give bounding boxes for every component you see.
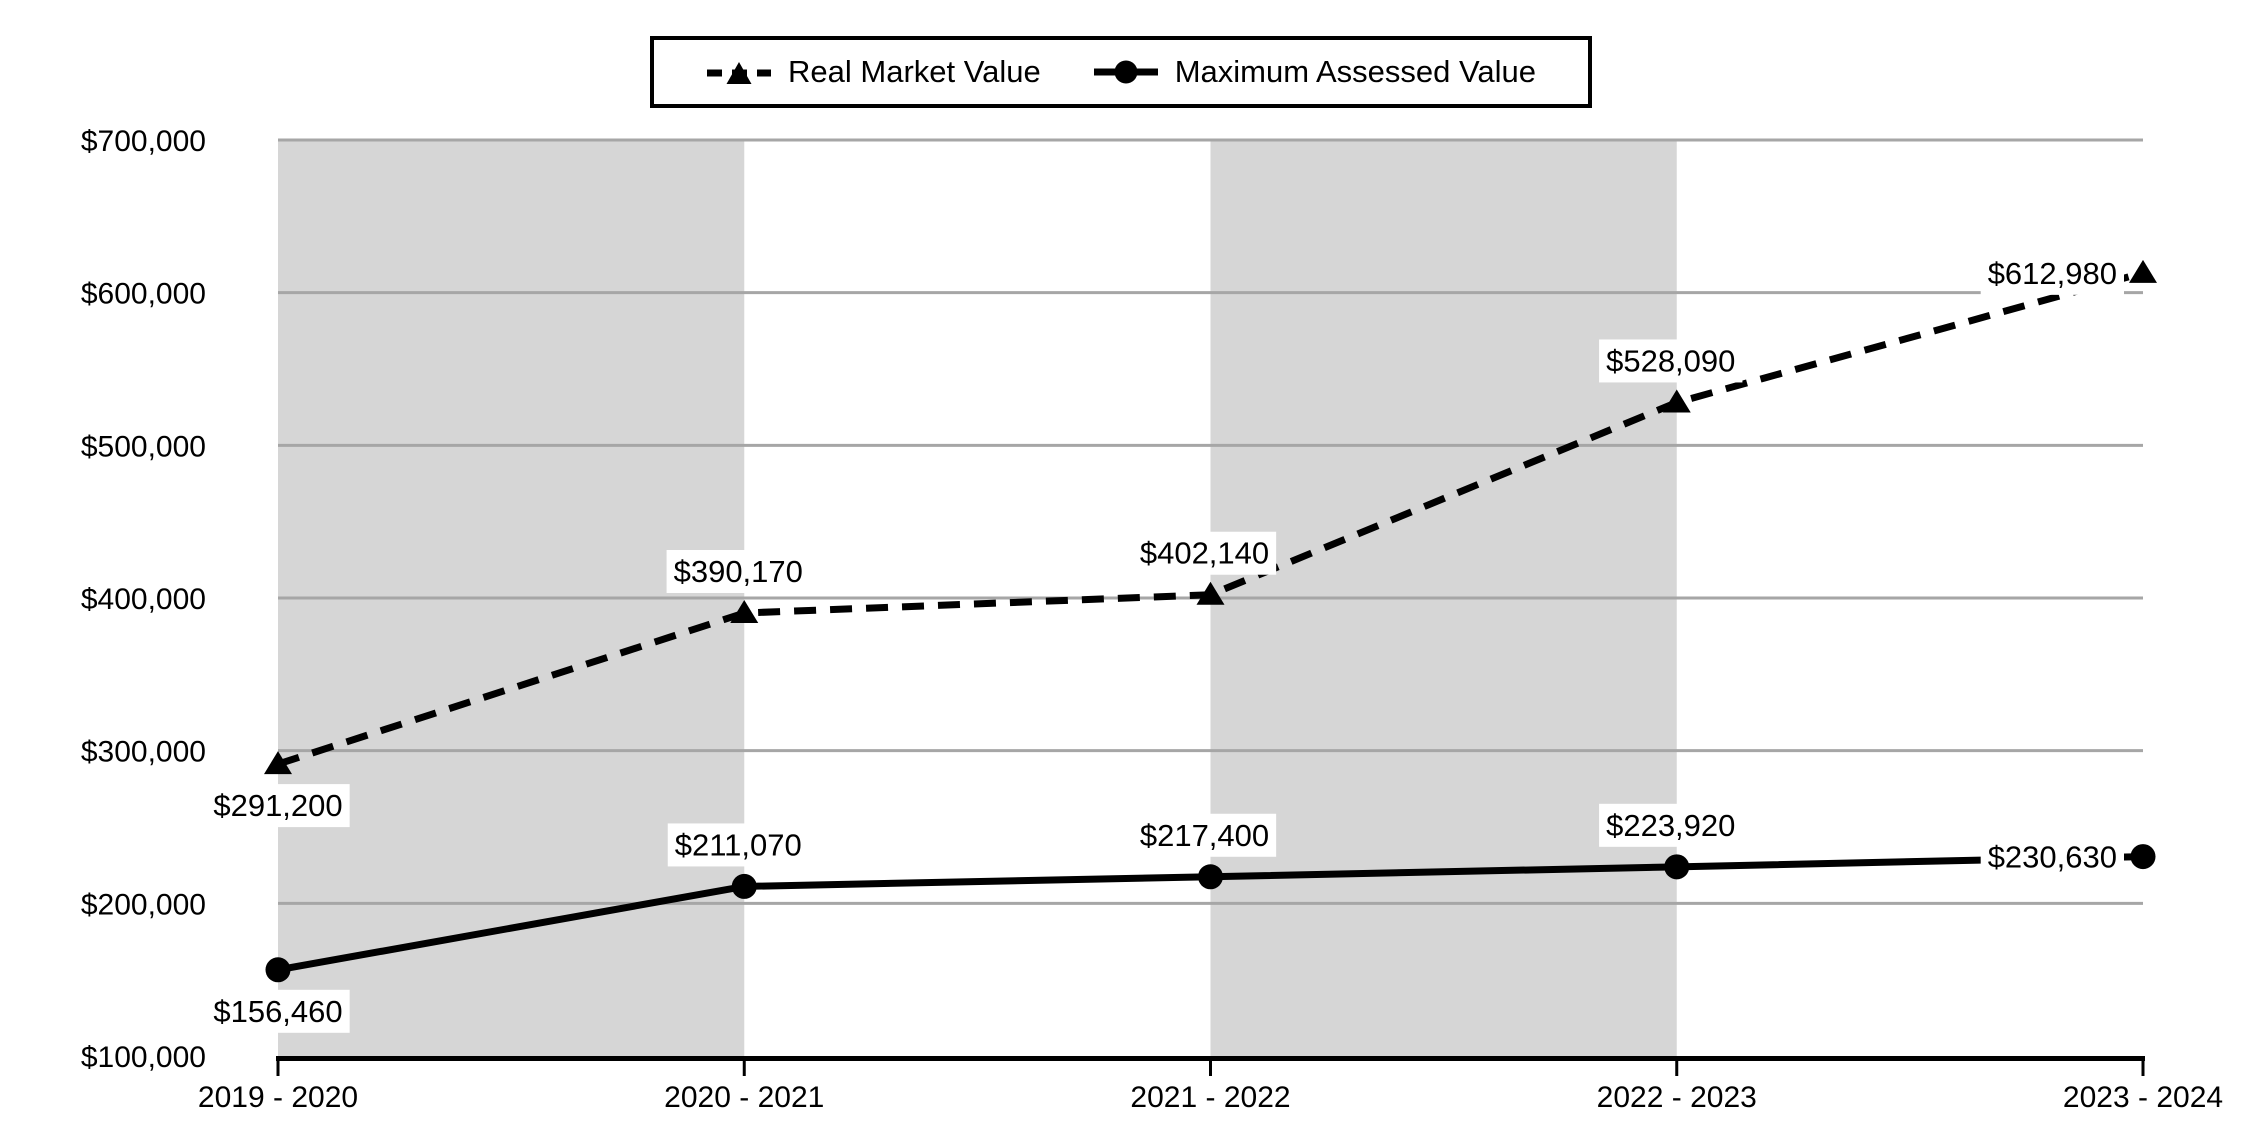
data-label-bg xyxy=(206,784,350,828)
circle-marker-icon xyxy=(1198,864,1223,890)
x-axis-tick-label: 2019 - 2020 xyxy=(198,1081,358,1114)
y-axis-tick-label: $300,000 xyxy=(81,736,206,769)
circle-marker-icon xyxy=(731,873,757,899)
data-label: $230,630 xyxy=(1988,840,2117,875)
y-axis-tick-label: $600,000 xyxy=(81,278,206,311)
data-label-bg xyxy=(206,989,350,1033)
legend-item-maximum-assessed-value: Maximum Assessed Value xyxy=(1093,54,1536,90)
data-label-bg xyxy=(666,550,810,594)
data-label-bg xyxy=(1980,251,2124,295)
x-axis-tick-label: 2022 - 2023 xyxy=(1597,1081,1757,1114)
data-label-bg xyxy=(1132,813,1277,857)
circle-marker-icon xyxy=(265,957,291,983)
data-label: $211,070 xyxy=(675,827,802,862)
y-axis-tick-label: $500,000 xyxy=(81,430,206,463)
data-label: $156,460 xyxy=(213,994,342,1029)
data-label: $223,920 xyxy=(1606,808,1735,843)
data-label: $528,090 xyxy=(1606,343,1735,378)
triangle-marker-icon xyxy=(2129,259,2157,283)
y-axis-tick-label: $400,000 xyxy=(81,583,206,616)
triangle-marker-icon xyxy=(1196,581,1225,605)
data-label: $390,170 xyxy=(674,554,803,589)
circle-marker-icon xyxy=(2130,844,2156,870)
y-axis-tick-label: $200,000 xyxy=(81,888,206,921)
data-label: $402,140 xyxy=(1140,536,1269,571)
solid-circle-marker-icon xyxy=(1093,60,1158,84)
legend-label-real-market-value: Real Market Value xyxy=(788,54,1041,89)
y-axis-tick-label: $100,000 xyxy=(81,1041,206,1074)
y-axis-tick-label: $700,000 xyxy=(81,125,206,158)
x-axis-tick-label: 2021 - 2022 xyxy=(1130,1081,1290,1114)
legend-label-maximum-assessed-value: Maximum Assessed Value xyxy=(1174,54,1536,89)
data-label: $612,980 xyxy=(1988,256,2117,291)
data-label: $291,200 xyxy=(213,788,342,823)
triangle-marker-icon xyxy=(730,600,759,624)
data-label-bg xyxy=(1599,339,1743,383)
data-label-bg xyxy=(1599,803,1743,847)
x-axis-tick-label: 2020 - 2021 xyxy=(664,1081,824,1114)
legend-item-real-market-value: Real Market Value xyxy=(706,54,1041,90)
data-label-bg xyxy=(667,823,809,867)
triangle-marker-icon xyxy=(264,751,292,775)
legend: Real Market Value Maximum Assessed Value xyxy=(650,36,1592,108)
data-label-bg xyxy=(1132,531,1277,575)
data-label-bg xyxy=(1980,835,2124,879)
triangle-marker-icon xyxy=(1662,389,1691,413)
x-axis-tick-label: 2023 - 2024 xyxy=(2063,1081,2223,1114)
data-label: $217,400 xyxy=(1140,818,1269,853)
dashed-triangle-marker-icon xyxy=(707,62,772,84)
circle-marker-icon xyxy=(1664,854,1690,880)
